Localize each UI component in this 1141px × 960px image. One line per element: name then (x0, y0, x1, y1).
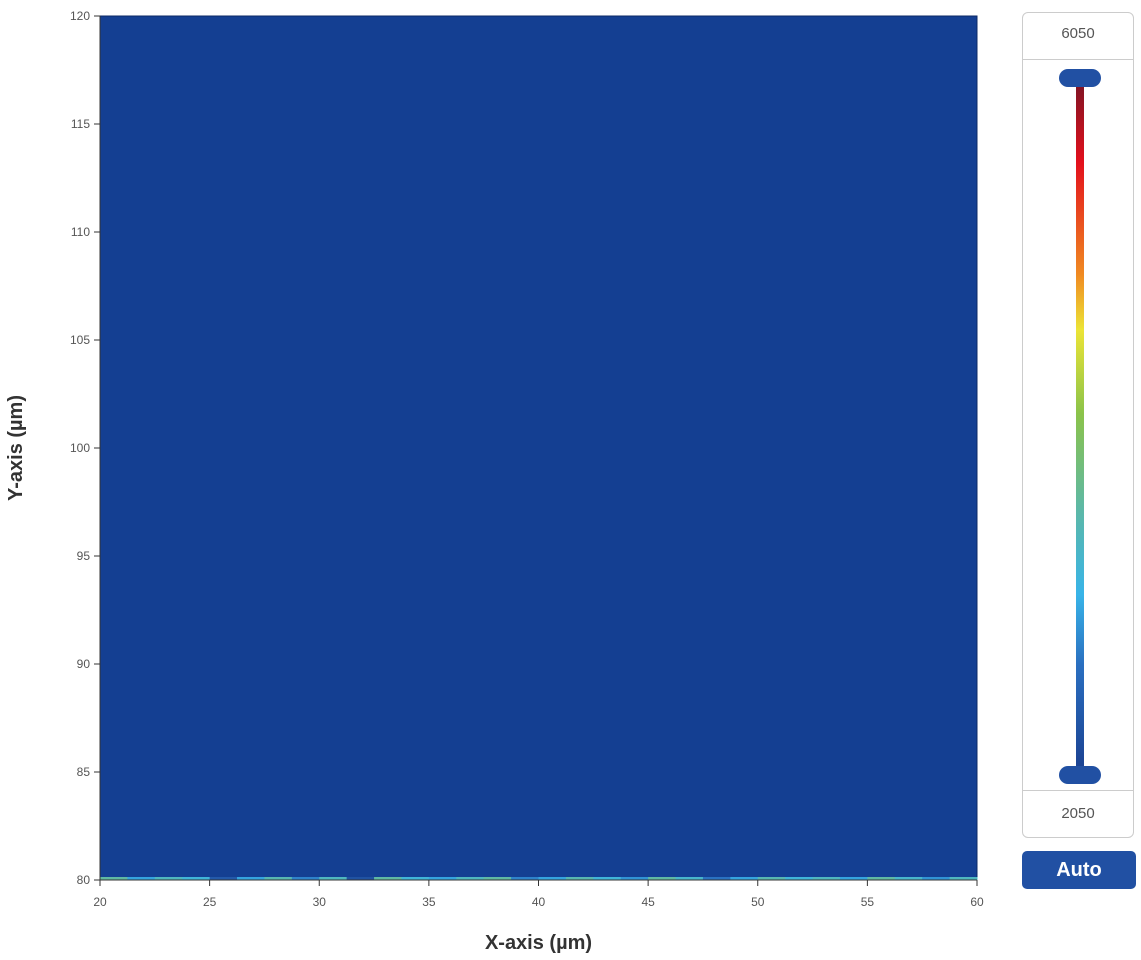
heatmap-cell (565, 877, 594, 880)
heatmap-cell (319, 877, 348, 880)
colorscale-max-handle[interactable] (1059, 69, 1101, 87)
heatmap-cell (401, 877, 430, 880)
heatmap-cell (428, 877, 457, 880)
y-tick-label: 95 (77, 549, 91, 563)
heatmap-cell (894, 877, 923, 880)
heatmap-cell (922, 877, 951, 880)
heatmap-cell (511, 877, 539, 880)
auto-scale-button[interactable]: Auto (1022, 851, 1136, 889)
heatmap-cell (730, 877, 759, 880)
y-tick-label: 120 (70, 9, 90, 23)
heatmap-cell (209, 877, 238, 880)
y-axis-label: Y-axis (µm) (5, 395, 27, 501)
colorscale-panel: 6050 2050 (1022, 12, 1134, 838)
x-tick-label: 45 (641, 895, 655, 909)
heatmap-cell (702, 877, 731, 880)
x-tick-label: 35 (422, 895, 436, 909)
heatmap-cell (182, 877, 211, 880)
heatmap-cell (264, 877, 293, 880)
y-tick-label: 85 (77, 765, 91, 779)
heatmap-cell (154, 877, 183, 880)
colorscale-min-value[interactable]: 2050 (1023, 790, 1133, 837)
x-tick-label: 30 (313, 895, 327, 909)
y-tick-label: 100 (70, 441, 90, 455)
x-tick-label: 20 (93, 895, 107, 909)
y-tick-label: 115 (71, 117, 90, 131)
heatmap-cell (949, 877, 978, 880)
y-tick-label: 90 (77, 657, 91, 671)
heatmap-cell (675, 877, 704, 880)
colorscale-min-handle[interactable] (1059, 766, 1101, 784)
heatmap-cell (812, 877, 841, 880)
heatmap-cell (867, 877, 896, 880)
heatmap-cell (593, 877, 622, 880)
x-axis-label: X-axis (µm) (485, 932, 592, 954)
heatmap-cell (456, 877, 485, 880)
x-tick-label: 40 (532, 895, 546, 909)
heatmap-cell (648, 877, 677, 880)
heatmap-cell (483, 877, 512, 880)
x-tick-label: 25 (203, 895, 217, 909)
x-tick-label: 60 (970, 895, 984, 909)
y-tick-label: 110 (71, 225, 90, 239)
heatmap-cell (100, 877, 128, 880)
x-tick-label: 55 (861, 895, 875, 909)
heatmap-cell (237, 877, 265, 880)
heatmap-field (99, 15, 978, 881)
x-tick-label: 50 (751, 895, 765, 909)
heatmap-cell (291, 877, 320, 880)
heatmap-chart: 20 25 30 35 40 45 50 55 60 80 85 90 95 100 105 110 115 12… (5, 9, 984, 954)
heatmap-cell (785, 877, 814, 880)
heatmap-cell (374, 877, 402, 880)
y-tick-label: 105 (70, 333, 90, 347)
heatmap-cell (839, 877, 868, 880)
colorscale-max-value[interactable]: 6050 (1023, 13, 1133, 60)
y-tick-label: 80 (77, 873, 91, 887)
heatmap-cell (757, 877, 786, 880)
heatmap-cell (346, 877, 375, 880)
heatmap-cell (127, 877, 156, 880)
colorscale-gradient-bar (1076, 79, 1084, 776)
heatmap-cell (538, 877, 567, 880)
heatmap-cell (620, 877, 649, 880)
